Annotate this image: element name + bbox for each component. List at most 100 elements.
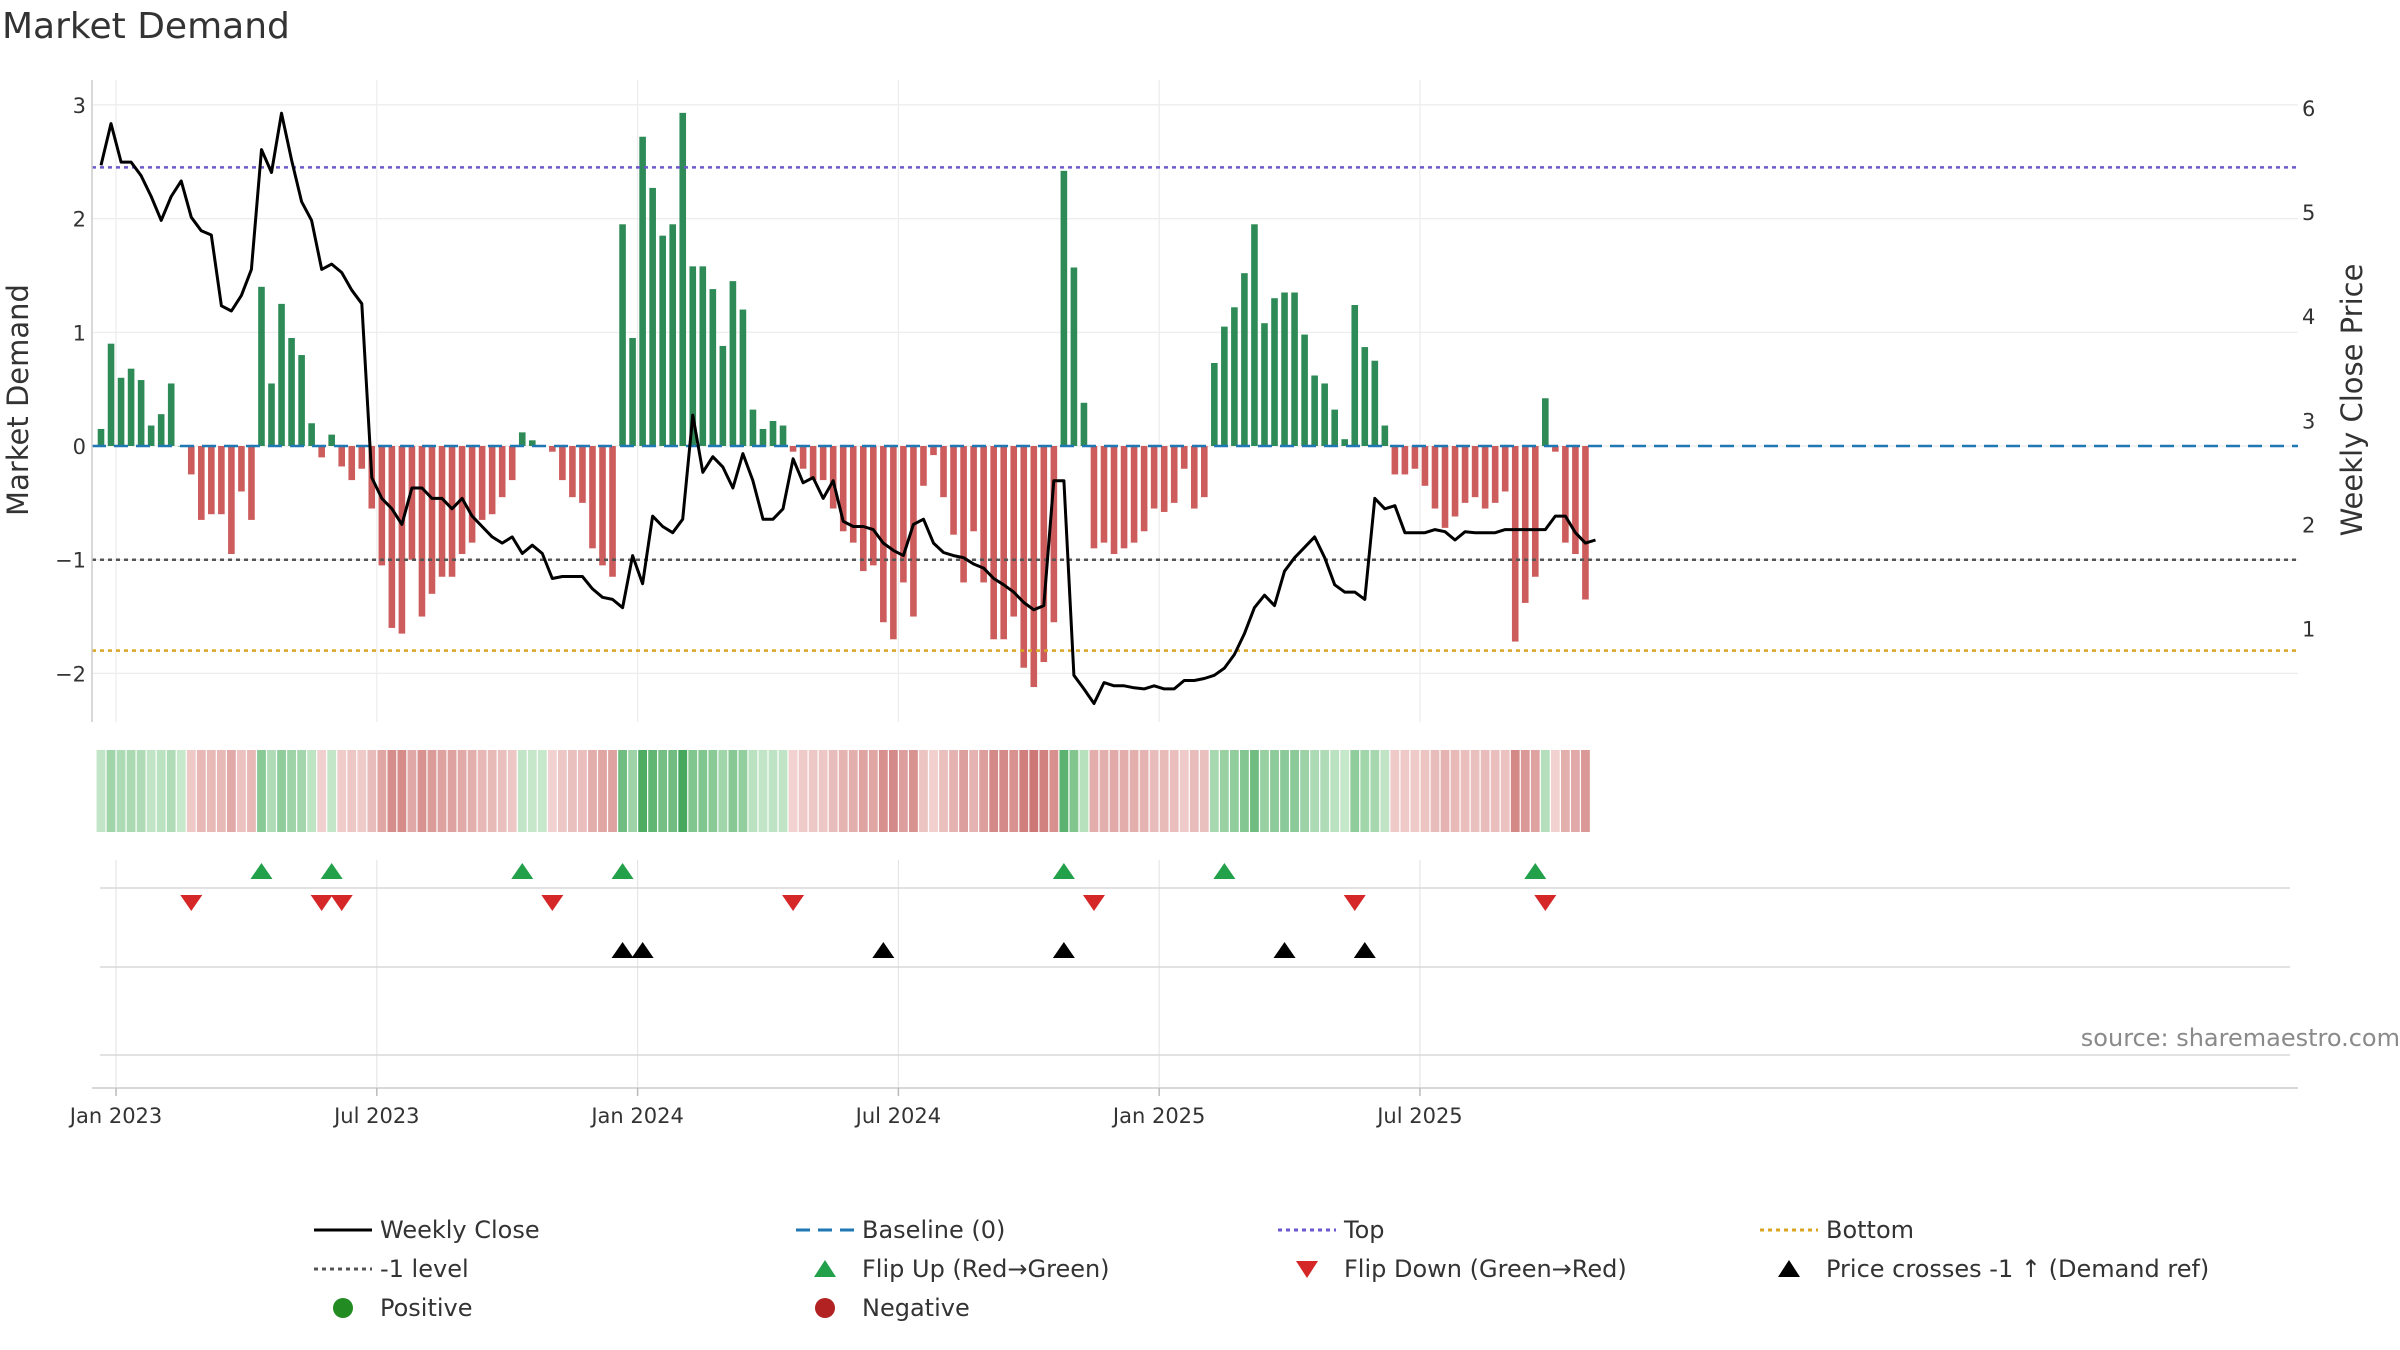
heat-cell — [929, 750, 938, 832]
heat-cell — [1440, 750, 1450, 832]
demand-bar — [1471, 446, 1479, 498]
demand-bar — [1130, 446, 1138, 543]
heat-cell — [828, 750, 838, 832]
heat-cell — [1330, 750, 1340, 832]
demand-bar — [1100, 446, 1108, 543]
heat-cell — [708, 750, 718, 832]
demand-bar — [1170, 446, 1178, 503]
heat-cell — [1119, 750, 1129, 832]
heat-cell — [257, 750, 266, 832]
price-cross-marker — [631, 942, 654, 958]
flip-down-marker — [1343, 895, 1366, 911]
demand-bar — [960, 446, 967, 583]
heat-cell — [1099, 750, 1109, 832]
demand-bar — [418, 446, 426, 617]
demand-bar — [1351, 305, 1359, 446]
heat-cell — [1550, 750, 1560, 832]
legend-flip-up: Flip Up (Red→Green) — [792, 1249, 1110, 1288]
heat-cell — [1581, 750, 1590, 832]
flip-up-marker — [511, 863, 534, 879]
heat-cell — [648, 750, 658, 832]
demand-bar — [518, 432, 526, 446]
heat-cell — [1380, 750, 1390, 832]
heat-cell — [1490, 750, 1500, 832]
heat-cell — [287, 750, 296, 832]
heat-cell — [698, 750, 708, 832]
heat-cell — [397, 750, 407, 832]
demand-bar — [318, 446, 325, 458]
demand-heat-strip — [96, 750, 1590, 832]
demand-bar — [1411, 446, 1419, 469]
demand-bar — [1431, 446, 1439, 509]
x-tick-label: Jan 2025 — [1111, 1104, 1206, 1128]
demand-bar — [759, 428, 767, 446]
heat-cell — [678, 750, 688, 832]
demand-bar — [438, 446, 446, 577]
heat-cell — [427, 750, 437, 832]
heat-cell — [557, 750, 567, 832]
legend-baseline: Baseline (0) — [796, 1215, 1006, 1244]
flip-down-marker — [310, 895, 333, 911]
heat-cell — [337, 750, 347, 832]
demand-bar — [1211, 362, 1218, 446]
demand-bar — [1050, 446, 1058, 623]
demand-bar — [599, 446, 606, 566]
demand-bar — [328, 434, 335, 446]
demand-bar — [248, 446, 255, 520]
heat-cell — [437, 750, 447, 832]
x-ticks: Jan 2023 Jul 2023 Jan 2024 Jul 2024 Jan 2025… — [68, 1088, 1463, 1128]
heat-cell — [858, 750, 868, 832]
heat-cell — [477, 750, 487, 832]
demand-bar — [1441, 446, 1449, 528]
heat-cell — [1520, 750, 1530, 832]
y-tick-label: 3 — [73, 94, 86, 118]
heat-cell — [1049, 750, 1059, 832]
y-tick-label: −2 — [55, 662, 86, 686]
demand-bar — [940, 446, 947, 498]
heat-cell — [507, 750, 517, 832]
heat-cell — [136, 750, 146, 832]
heat-cell — [1460, 750, 1470, 832]
heat-cell — [818, 750, 828, 832]
heat-cell — [728, 750, 738, 832]
heat-cell — [1199, 750, 1209, 832]
demand-bar — [278, 303, 285, 446]
heat-cell — [888, 750, 898, 832]
demand-bar — [107, 343, 115, 446]
heat-cell — [186, 750, 196, 832]
heat-cell — [1530, 750, 1540, 832]
demand-bar — [428, 446, 436, 594]
legend-flip-down: Flip Down (Green→Red) — [1274, 1249, 1627, 1288]
heat-cell — [116, 750, 126, 832]
heat-cell — [1280, 750, 1289, 832]
heat-cell — [588, 750, 597, 832]
legend-weekly-close: Weekly Close — [314, 1215, 540, 1244]
y-tick-label: 2 — [73, 208, 86, 232]
demand-bar — [218, 446, 225, 515]
demand-bar — [629, 337, 636, 446]
demand-bar — [408, 446, 416, 560]
heat-cell — [1079, 750, 1089, 832]
demand-bar — [348, 446, 356, 481]
weekly-close-line — [99, 111, 1596, 705]
heat-cell — [487, 750, 497, 832]
heat-cell — [748, 750, 758, 832]
demand-bar — [1190, 446, 1198, 509]
heat-cell — [578, 750, 587, 832]
legend-minus-one: -1 level — [314, 1254, 469, 1283]
price-series — [99, 111, 1596, 705]
demand-bar — [910, 446, 917, 617]
flip-down-marker — [541, 895, 564, 911]
demand-bar — [1261, 323, 1268, 446]
heat-cell — [297, 750, 306, 832]
demand-bar — [990, 446, 997, 640]
y2-tick-label: 6 — [2302, 97, 2315, 121]
heat-cell — [1420, 750, 1430, 832]
demand-bar — [1531, 446, 1539, 577]
demand-bar — [1281, 292, 1288, 446]
right-y-ticks: 6 5 4 3 2 1 — [2302, 97, 2315, 642]
heat-cell — [979, 750, 989, 832]
legend-bottom: Bottom — [1760, 1215, 1915, 1244]
demand-bar — [1301, 334, 1308, 446]
heat-cell — [838, 750, 848, 832]
